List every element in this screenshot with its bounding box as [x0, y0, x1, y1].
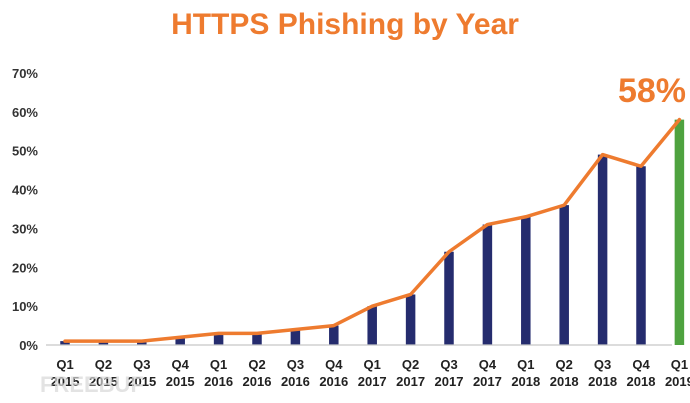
chart-title: HTTPS Phishing by Year	[171, 8, 519, 41]
x-tick-label: Q1 2016	[204, 357, 233, 389]
bars-group	[60, 119, 685, 345]
x-tick-label: Q1 2018	[511, 357, 540, 389]
y-tick-label: 0%	[19, 338, 38, 353]
bar	[213, 333, 224, 345]
x-tick-label: Q1 2015	[51, 357, 80, 389]
x-tick-label: Q2 2017	[396, 357, 425, 389]
x-tick-label: Q3 2015	[127, 357, 156, 389]
y-tick-label: 40%	[12, 183, 38, 198]
x-tick-label: Q12019	[665, 357, 690, 389]
x-tick-label: Q4 2015	[166, 357, 195, 389]
x-tick-label: Q1 2017	[358, 357, 387, 389]
bar	[405, 294, 416, 345]
bar	[367, 306, 377, 345]
y-tick-label: 50%	[12, 144, 38, 159]
x-tick-label: Q3 2018	[588, 357, 617, 389]
bar	[597, 154, 608, 345]
y-tick-label: 10%	[12, 299, 38, 314]
x-tick-label: Q3 2016	[281, 357, 310, 389]
x-tick-label: Q4 2017	[473, 357, 502, 389]
y-tick-label: 30%	[12, 221, 38, 236]
y-axis-ticks: 0% 10% 20% 30% 40% 50% 60% 70%	[12, 66, 38, 353]
bar	[137, 341, 147, 345]
x-tick-label: Q4 2018	[627, 357, 656, 389]
watermark: FREEBUF	[40, 372, 144, 397]
bar-highlight	[674, 119, 685, 345]
bar	[329, 325, 339, 345]
bar	[521, 216, 531, 345]
bar	[559, 205, 569, 345]
y-tick-label: 70%	[12, 66, 38, 81]
trend-line	[63, 117, 682, 343]
x-tick-label: Q2 2016	[243, 357, 272, 389]
x-tick-label: Q3 2017	[435, 357, 464, 389]
bar	[175, 337, 185, 345]
x-axis-ticks: Q1 2015 Q2 2015 Q3 2015 Q4 2015 Q1 2016 Q2 2016 Q3 20…	[51, 357, 690, 389]
x-tick-label: Q2 2015	[89, 357, 118, 389]
bar	[98, 341, 109, 345]
bar	[636, 166, 646, 345]
bar	[444, 251, 454, 345]
x-tick-label: Q4 2016	[319, 357, 348, 389]
y-tick-label: 60%	[12, 105, 38, 120]
x-tick-label: Q2 2018	[550, 357, 579, 389]
bar	[60, 341, 70, 345]
bar	[252, 333, 262, 345]
y-tick-label: 20%	[12, 260, 38, 275]
bar	[482, 224, 493, 345]
callout-label: 58%	[618, 72, 686, 110]
bar	[290, 329, 301, 345]
